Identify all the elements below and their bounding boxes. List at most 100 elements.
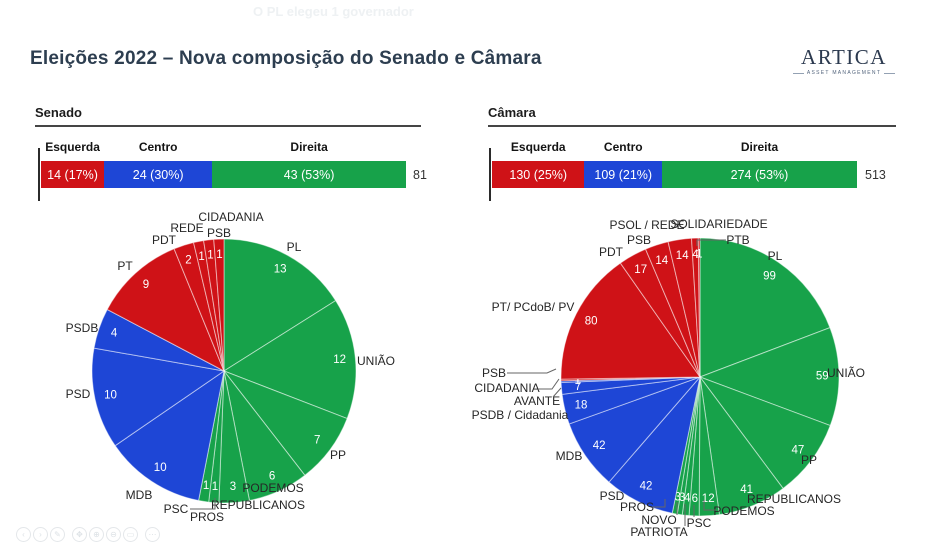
pie-label-podemos: PODEMOS	[242, 481, 304, 495]
next-icon[interactable]: ›	[33, 527, 48, 542]
pie-label-cidadania: CIDADANIA	[474, 381, 540, 395]
pie-value-republicanos: 3	[230, 481, 236, 493]
pie-label-psc: PSC	[163, 502, 189, 516]
pie-label-novo: NOVO	[641, 513, 677, 527]
pie-value-psdb: 4	[111, 327, 118, 339]
bloc-label-esquerda: Esquerda	[45, 140, 100, 154]
pie-label-patriota: PATRIOTA	[630, 525, 688, 539]
pie-value-pt-pcdob-pv: 80	[585, 315, 598, 327]
pie-slice-pl	[699, 237, 831, 378]
pie-label-pdt: PDT	[599, 245, 623, 259]
more-icon[interactable]: ⋯	[145, 527, 160, 542]
pie-label-psd: PSD	[599, 489, 625, 503]
pie-label-rede: REDE	[170, 221, 204, 235]
pie-value-psb: 14	[655, 255, 668, 267]
pie-label-uniao: UNIÃO	[356, 354, 396, 368]
pie-label-psb: PSB	[206, 226, 232, 240]
pie-value-psdb-cidadania: 18	[575, 400, 588, 412]
senado-stacked-bar: 14 (17%) Esquerda 24 (30%) Centro 43 (53%) Di…	[38, 140, 406, 201]
pie-label-republicanos: REPUBLICANOS	[746, 492, 842, 506]
pie-label-solidariedade: SOLIDARIEDADE	[670, 217, 768, 231]
pie-value-pp: 47	[792, 444, 805, 456]
pie-value-pros: 3	[674, 491, 680, 503]
bar-segment-centro: 24 (30%)	[104, 161, 213, 188]
previous-icon[interactable]: ‹	[16, 527, 31, 542]
bar-segment-centro: 109 (21%)	[584, 161, 663, 188]
pie-value-pt: 9	[143, 279, 149, 291]
camara-header: Câmara	[488, 105, 536, 120]
edit-icon[interactable]: ✎	[50, 527, 65, 542]
pie-slice-pt-pcdob-pv	[560, 262, 701, 380]
camara-stacked-bar: 130 (25%) Esquerda 109 (21%) Centro 274 (53%…	[489, 140, 857, 201]
zoom-in-icon[interactable]: ⊕	[89, 527, 104, 542]
pie-label-pros: PROS	[189, 510, 225, 524]
bar-axis-tick	[489, 148, 491, 201]
pie-value-psc: 1	[203, 480, 209, 492]
senado-header-rule	[35, 125, 421, 127]
pan-icon[interactable]: ✥	[72, 527, 87, 542]
pie-label-psdb-cidadania: PSDB / Cidadania	[471, 408, 569, 422]
pie-value-pdt: 2	[185, 254, 191, 266]
pie-label-pros: PROS	[619, 500, 655, 514]
bar-segment-esquerda: 14 (17%)	[41, 161, 105, 188]
pie-label-pl: PL	[767, 249, 783, 263]
pie-value-podemos: 6	[269, 471, 275, 483]
pie-label-mdb: MDB	[125, 488, 153, 502]
pie-label-pp: PP	[800, 453, 818, 467]
pie-value-rede: 1	[198, 251, 204, 263]
pie-value-mdb: 10	[154, 462, 167, 474]
pie-value-psc: 6	[692, 493, 698, 505]
logo-subtitle: ASSET MANAGEMENT	[793, 70, 895, 76]
pie-value-uni-o: 12	[333, 354, 346, 366]
pie-label-pt-pcdob-pv: PT/ PCdoB/ PV	[491, 300, 575, 314]
camara-bar-total: 513	[865, 168, 886, 182]
bloc-label-direita: Direita	[290, 140, 328, 154]
pie-slice-uni-o	[698, 327, 840, 427]
senado-pie-chart: 13 12 7 6 3 1 1 10 10 4 9 2 1 1 1	[64, 211, 384, 531]
pie-value-psb: 1	[207, 250, 213, 262]
pie-value-psol-rede: 14	[676, 250, 689, 262]
pie-label-psb-top: PSB	[626, 233, 652, 247]
bar-segment-esquerda: 130 (25%)	[492, 161, 585, 188]
pie-value-solidariedade: 4	[692, 249, 699, 261]
pie-slice-pp	[698, 375, 831, 490]
zoom-out-icon[interactable]: ⊖	[106, 527, 121, 542]
pie-label-ptb: PTB	[726, 233, 750, 247]
pie-label-psol-rede: PSOL / REDE	[609, 218, 685, 232]
pie-label-psc: PSC	[686, 516, 712, 530]
pie-label-republicanos: REPUBLICANOS	[210, 498, 306, 512]
artica-logo: ARTICA ASSET MANAGEMENT	[793, 46, 895, 76]
pie-value-cidadania: 1	[574, 375, 580, 387]
pie-value-patriota: 4	[684, 493, 691, 505]
logo-wordmark: ARTICA	[801, 45, 887, 69]
pie-value-pp: 7	[314, 434, 320, 446]
pie-label-psd: PSD	[65, 387, 91, 401]
pie-slice-pl	[223, 238, 337, 372]
camara-header-rule	[488, 125, 896, 127]
pie-value-psd: 10	[104, 390, 117, 402]
bloc-label-direita: Direita	[740, 140, 779, 154]
camara-pie-chart: 99 59 47 41 12 6 4 3 3 42 42 18 7 1 1 80 17 14 14 4 1	[540, 217, 860, 537]
pie-value-uni-o: 59	[816, 371, 829, 383]
pie-value-pros: 1	[212, 481, 218, 493]
pie-label-psb-left: PSB	[481, 366, 507, 380]
page-title: Eleições 2022 – Nova composição do Senad…	[30, 48, 542, 69]
pie-value-novo: 3	[679, 492, 685, 504]
bar-axis-tick	[38, 148, 40, 201]
senado-bar-total: 81	[413, 168, 427, 182]
pie-label-uniao: UNIÃO	[826, 366, 866, 380]
fit-screen-icon[interactable]: ▭	[123, 527, 138, 542]
pie-value-republicanos: 41	[740, 484, 753, 496]
pie-value-pl: 13	[274, 263, 287, 275]
pie-value-cidadania: 1	[216, 249, 222, 261]
pie-value-ptb: 1	[696, 249, 702, 261]
bloc-label-centro: Centro	[603, 140, 643, 154]
pie-label-pp: PP	[329, 448, 347, 462]
pie-slice-pt	[106, 248, 225, 373]
bar-segment-direita: 43 (53%)	[212, 161, 406, 188]
pie-slice-psd	[91, 347, 226, 447]
pie-slice-uni-o	[222, 299, 357, 420]
pie-value-avante: 7	[575, 381, 581, 393]
pie-label-pl: PL	[286, 240, 302, 254]
pie-label-mdb: MDB	[555, 449, 583, 463]
